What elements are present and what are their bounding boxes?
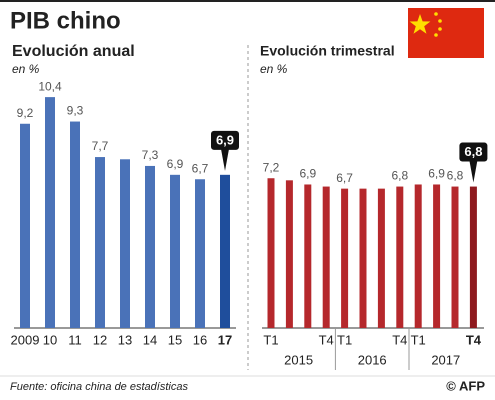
value-label: 9,2 <box>17 106 34 120</box>
x-tick-label: 15 <box>168 332 182 347</box>
bar <box>304 184 312 328</box>
highlight-box <box>459 142 488 162</box>
bar <box>220 174 230 328</box>
bar <box>414 184 422 328</box>
value-label: 10,4 <box>38 79 62 93</box>
bar <box>396 186 404 328</box>
group-label: 2016 <box>358 352 387 367</box>
value-label: 9,3 <box>67 104 84 118</box>
bar <box>451 186 459 328</box>
bar <box>469 186 477 328</box>
highlight-box <box>211 130 239 150</box>
value-label: 6,7 <box>192 161 209 175</box>
x-tick-label: 11 <box>68 332 82 347</box>
flag <box>408 8 484 58</box>
bar <box>433 184 441 328</box>
x-tick-label: T4 <box>466 332 482 347</box>
value-label: 6,8 <box>464 144 482 159</box>
chart-subtitle: en % <box>260 62 288 76</box>
chart-title: Evolución anual <box>12 43 135 60</box>
value-label: 6,8 <box>447 169 464 183</box>
x-tick-label: 14 <box>143 332 157 347</box>
value-label: 6,7 <box>336 171 353 185</box>
x-tick-label: 2009 <box>11 332 40 347</box>
bar <box>285 180 293 328</box>
x-tick-label: T1 <box>411 332 426 347</box>
source: Fuente: oficina china de estadísticas <box>10 381 188 393</box>
bar <box>341 188 349 328</box>
bar <box>322 186 330 328</box>
value-label: 7,3 <box>142 148 159 162</box>
group-label: 2015 <box>284 352 313 367</box>
value-label: 6,8 <box>391 169 408 183</box>
chart-subtitle: en % <box>12 62 40 76</box>
bar <box>195 179 205 328</box>
value-label: 6,9 <box>428 167 445 181</box>
value-label: 7,7 <box>92 139 109 153</box>
bar <box>95 157 105 328</box>
x-tick-label: 12 <box>93 332 107 347</box>
highlight-pointer <box>469 160 478 183</box>
bar <box>377 188 385 328</box>
chart-title: Evolución trimestral <box>260 43 395 59</box>
x-tick-label: T1 <box>263 332 278 347</box>
group-label: 2017 <box>431 352 460 367</box>
credit: © AFP <box>446 378 485 393</box>
x-tick-label: T4 <box>319 332 334 347</box>
bar <box>145 165 155 328</box>
x-tick-label: 13 <box>118 332 132 347</box>
bar <box>170 174 180 328</box>
x-tick-label: 16 <box>193 332 207 347</box>
value-label: 7,2 <box>263 160 280 174</box>
bar <box>267 178 275 328</box>
x-tick-label: 10 <box>43 332 57 347</box>
bar <box>120 159 130 328</box>
x-tick-label: T4 <box>392 332 407 347</box>
value-label: 6,9 <box>167 157 184 171</box>
x-tick-label: 17 <box>218 332 232 347</box>
bar <box>359 188 367 328</box>
bar <box>70 121 80 328</box>
title: PIB chino <box>10 7 121 34</box>
bar <box>45 97 55 329</box>
bar <box>20 123 30 328</box>
value-label: 6,9 <box>299 167 316 181</box>
x-tick-label: T1 <box>337 332 352 347</box>
highlight-pointer <box>221 148 229 171</box>
value-label: 6,9 <box>216 132 234 147</box>
